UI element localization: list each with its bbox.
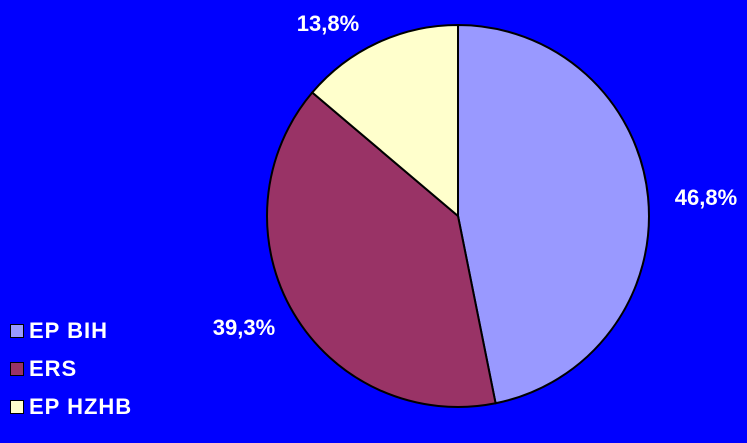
data-label-ers: 39,3% xyxy=(213,315,275,340)
legend-item-ep-bih: EP BIH xyxy=(10,316,132,346)
legend: EP BIH ERS EP HZHB xyxy=(10,316,132,422)
pie-slice-ep-bih xyxy=(457,23,650,405)
pie-slices xyxy=(266,23,650,408)
data-labels: 46,8% 39,3% 13,8% xyxy=(213,11,737,340)
legend-label-ers: ERS xyxy=(29,356,78,381)
legend-label-ep-bih: EP BIH xyxy=(29,318,108,343)
pie-slice-ers xyxy=(266,91,497,408)
data-label-ep-bih: 46,8% xyxy=(675,185,737,210)
legend-item-ers: ERS xyxy=(10,354,132,384)
data-label-ep-hzhb: 13,8% xyxy=(297,11,359,36)
legend-swatch-ers xyxy=(10,362,24,376)
legend-swatch-ep-hzhb xyxy=(10,400,24,414)
legend-swatch-ep-bih xyxy=(10,324,24,338)
legend-label-ep-hzhb: EP HZHB xyxy=(29,394,133,419)
legend-item-ep-hzhb: EP HZHB xyxy=(10,392,132,422)
pie-slice-ep-hzhb xyxy=(310,23,459,219)
